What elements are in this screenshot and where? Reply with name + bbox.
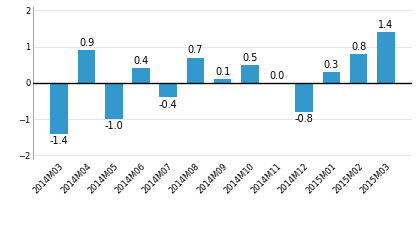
Text: 0.7: 0.7 (188, 45, 203, 55)
Text: -1.4: -1.4 (50, 136, 69, 146)
Text: 0.8: 0.8 (351, 42, 366, 52)
Bar (241, 65, 259, 83)
Bar (350, 54, 367, 83)
Text: 0.3: 0.3 (324, 60, 339, 70)
Text: 0.5: 0.5 (242, 53, 258, 63)
Text: -1.0: -1.0 (104, 121, 123, 131)
Text: -0.8: -0.8 (295, 114, 314, 124)
Bar (214, 79, 231, 83)
Bar (295, 83, 313, 112)
Text: 1.4: 1.4 (378, 20, 394, 30)
Text: -0.4: -0.4 (159, 99, 178, 109)
Text: 0.9: 0.9 (79, 38, 94, 48)
Bar (105, 83, 123, 119)
Bar (186, 57, 204, 83)
Bar (132, 68, 150, 83)
Text: 0.4: 0.4 (133, 56, 149, 66)
Bar (50, 83, 68, 133)
Bar (377, 32, 395, 83)
Bar (322, 72, 340, 83)
Bar (78, 50, 95, 83)
Bar (159, 83, 177, 97)
Text: 0.1: 0.1 (215, 67, 230, 77)
Text: 0.0: 0.0 (269, 71, 285, 81)
